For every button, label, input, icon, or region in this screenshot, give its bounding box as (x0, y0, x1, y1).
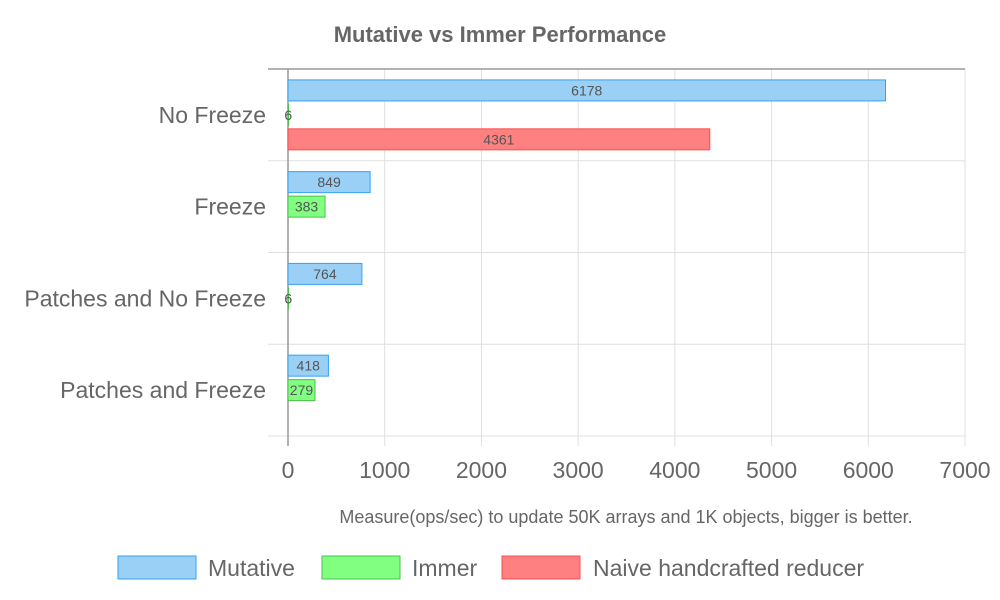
data-label: 6178 (571, 82, 602, 98)
x-tick-label: 5000 (746, 457, 797, 483)
x-tick-label: 6000 (843, 457, 894, 483)
data-label: 279 (290, 382, 314, 398)
category-labels: No Freeze Freeze Patches and No Freeze Patc… (24, 102, 266, 403)
legend-swatch (501, 555, 581, 580)
x-tick-labels: 0 1000 2000 3000 4000 5000 6000 7000 (282, 457, 991, 483)
category-label: No Freeze (159, 102, 266, 128)
legend[interactable]: Mutative Immer Naive handcrafted reducer (117, 555, 864, 581)
data-label: 849 (317, 174, 341, 190)
x-axis-label: Measure(ops/sec) to update 50K arrays an… (339, 507, 912, 527)
x-tick-label: 3000 (553, 457, 604, 483)
bar-mutative (287, 262, 363, 285)
legend-label: Naive handcrafted reducer (593, 555, 864, 581)
data-label: 764 (313, 266, 337, 282)
category-label: Patches and Freeze (60, 377, 266, 403)
bar-naive-handcrafted-reducer (287, 128, 711, 151)
legend-label: Mutative (208, 555, 295, 581)
data-label: 6 (284, 107, 292, 123)
data-label: 383 (295, 199, 319, 215)
legend-item-naive-handcrafted-reducer[interactable]: Naive handcrafted reducer (501, 555, 864, 581)
x-tick-label: 4000 (649, 457, 700, 483)
x-tick-label: 7000 (939, 457, 990, 483)
x-tick-label: 2000 (456, 457, 507, 483)
legend-item-mutative[interactable]: Mutative (117, 555, 295, 581)
bar-immer (287, 287, 290, 310)
bar-mutative (287, 171, 371, 194)
chart-title: Mutative vs Immer Performance (334, 22, 667, 47)
x-tick-label: 1000 (359, 457, 410, 483)
bar-immer (287, 379, 316, 402)
bar-immer (287, 195, 326, 218)
data-label: 6 (284, 290, 292, 306)
x-tick-label: 0 (282, 457, 295, 483)
bar-mutative (287, 79, 887, 102)
legend-swatch (117, 555, 197, 580)
legend-label: Immer (412, 555, 478, 581)
bar-mutative (287, 354, 329, 377)
bars: 6178 6 4361 849 383 764 6 418 279 (284, 79, 887, 402)
data-label: 4361 (483, 131, 514, 147)
bar-immer (287, 103, 290, 126)
legend-swatch (321, 555, 401, 580)
legend-item-immer[interactable]: Immer (321, 555, 478, 581)
category-label: Freeze (194, 194, 266, 220)
category-label: Patches and No Freeze (24, 285, 266, 311)
grid-lines (268, 68, 966, 446)
data-label: 418 (297, 358, 321, 374)
